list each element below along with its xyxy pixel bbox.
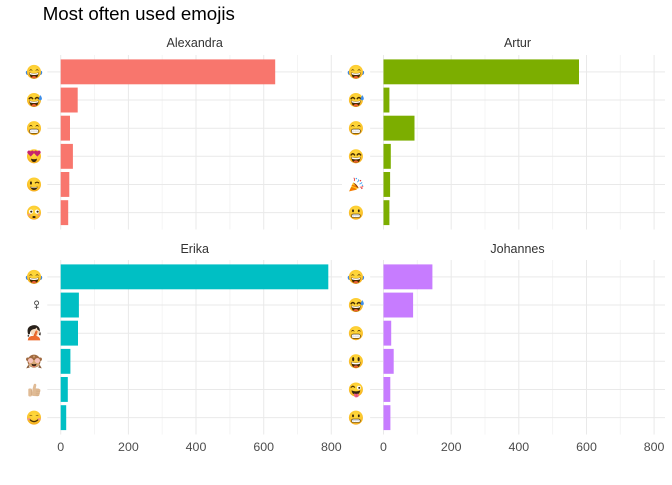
- svg-text:800: 800: [644, 440, 665, 454]
- svg-text:400: 400: [186, 440, 207, 454]
- svg-text:Johannes: Johannes: [490, 242, 544, 256]
- svg-text:0: 0: [57, 440, 64, 454]
- svg-text:200: 200: [441, 440, 462, 454]
- svg-text:800: 800: [321, 440, 342, 454]
- svg-text:400: 400: [508, 440, 529, 454]
- svg-text:600: 600: [576, 440, 597, 454]
- svg-text:0: 0: [380, 440, 387, 454]
- svg-text:Most often used emojis: Most often used emojis: [43, 3, 235, 24]
- svg-text:200: 200: [118, 440, 139, 454]
- svg-text:Alexandra: Alexandra: [167, 36, 223, 50]
- svg-text:Erika: Erika: [180, 242, 209, 256]
- svg-text:600: 600: [253, 440, 274, 454]
- svg-text:Artur: Artur: [504, 36, 531, 50]
